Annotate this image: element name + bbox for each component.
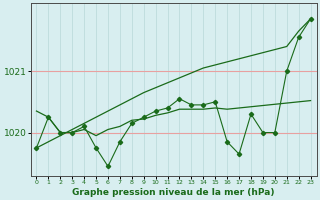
X-axis label: Graphe pression niveau de la mer (hPa): Graphe pression niveau de la mer (hPa) bbox=[72, 188, 275, 197]
